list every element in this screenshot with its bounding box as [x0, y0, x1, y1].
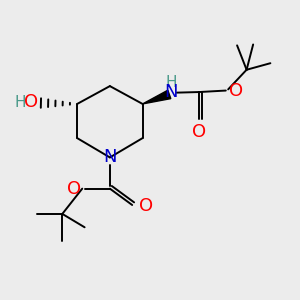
Text: O: O — [67, 180, 81, 198]
Text: N: N — [165, 83, 178, 101]
Text: O: O — [24, 93, 38, 111]
Text: H: H — [166, 75, 177, 90]
Text: O: O — [230, 82, 244, 100]
Text: N: N — [103, 148, 117, 166]
Text: O: O — [192, 123, 206, 141]
Text: H: H — [15, 95, 26, 110]
Text: O: O — [139, 197, 153, 215]
Polygon shape — [142, 90, 171, 104]
